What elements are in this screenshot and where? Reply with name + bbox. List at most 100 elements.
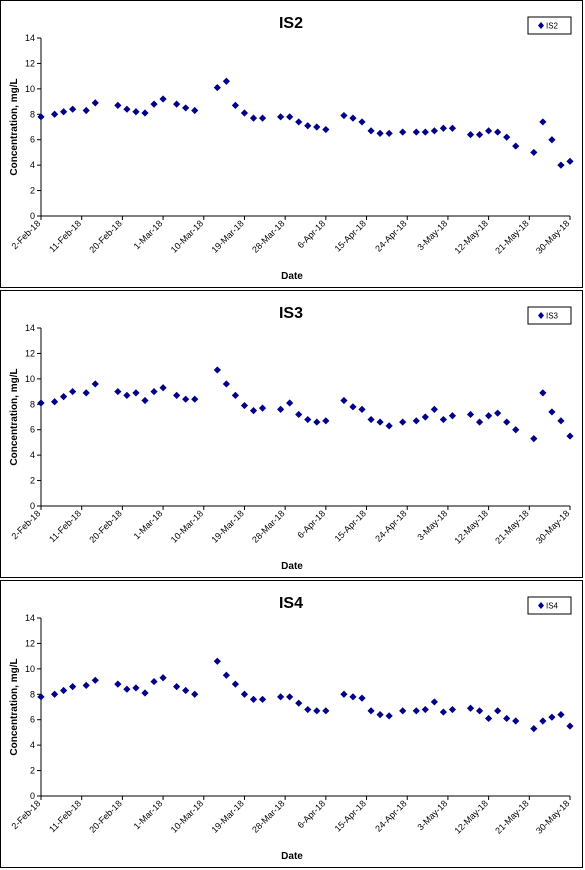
- data-point: [340, 690, 348, 698]
- data-point: [439, 415, 448, 424]
- data-point: [82, 106, 90, 115]
- x-tick-label: 3-May-18: [415, 798, 449, 832]
- data-point: [114, 387, 122, 396]
- legend-marker: [538, 22, 544, 29]
- y-tick-label: 10: [25, 664, 35, 674]
- data-point: [385, 712, 393, 720]
- data-point: [213, 657, 221, 665]
- data-point: [421, 128, 429, 136]
- y-tick-label: 12: [25, 58, 35, 68]
- x-tick-label: 21-May-18: [493, 508, 530, 545]
- data-point: [322, 125, 330, 134]
- data-point: [358, 118, 366, 126]
- x-tick-label: 11-Feb-18: [47, 798, 83, 834]
- x-tick-label: 10-Mar-18: [169, 508, 205, 544]
- legend-box: [527, 16, 572, 35]
- data-point: [566, 432, 574, 440]
- data-point: [557, 711, 565, 719]
- data-point: [123, 105, 131, 113]
- x-tick-label: 2-Feb-18: [10, 508, 43, 541]
- data-point: [222, 671, 230, 679]
- data-point: [69, 683, 77, 691]
- y-axis-label: Concentration, mg/L: [9, 658, 20, 755]
- data-point: [91, 99, 99, 107]
- x-tick-label: 11-Feb-18: [47, 508, 83, 544]
- data-point: [399, 707, 407, 715]
- data-point: [448, 705, 457, 714]
- y-tick-label: 4: [30, 450, 35, 460]
- x-tick-label: 19-Mar-18: [209, 218, 245, 254]
- data-point: [173, 683, 181, 691]
- data-point: [132, 389, 140, 397]
- data-point: [295, 118, 303, 126]
- x-axis-label: Date: [281, 561, 303, 572]
- legend-box: [527, 306, 572, 325]
- x-tick-label: 19-Mar-18: [209, 798, 245, 834]
- data-point: [191, 106, 199, 115]
- data-point: [182, 686, 190, 695]
- data-point: [277, 405, 285, 413]
- data-point: [249, 407, 258, 415]
- chart-title: IS4: [279, 595, 303, 612]
- y-tick-label: 14: [25, 323, 35, 333]
- data-point: [286, 693, 294, 701]
- x-tick-label: 6-Apr-18: [295, 508, 327, 540]
- data-point: [539, 118, 547, 126]
- y-tick-label: 8: [30, 109, 35, 119]
- data-point: [566, 722, 574, 730]
- data-point: [91, 380, 99, 388]
- y-tick-label: 6: [30, 715, 35, 725]
- x-tick-label: 1-Mar-18: [132, 798, 165, 831]
- data-point: [530, 725, 538, 733]
- data-point: [37, 399, 45, 407]
- x-tick-label: 3-May-18: [415, 508, 449, 542]
- data-point: [376, 129, 384, 137]
- data-point: [512, 426, 520, 434]
- data-point: [494, 707, 502, 715]
- data-point: [503, 418, 511, 426]
- data-point: [566, 157, 574, 165]
- data-point: [304, 415, 312, 424]
- y-tick-label: 0: [30, 791, 35, 801]
- data-point: [530, 148, 538, 157]
- x-tick-label: 2-Feb-18: [10, 798, 43, 831]
- data-point: [367, 127, 375, 135]
- x-tick-label: 10-Mar-18: [169, 218, 205, 254]
- y-tick-label: 8: [30, 689, 35, 699]
- data-point: [60, 108, 68, 116]
- data-point: [412, 707, 420, 715]
- data-point: [159, 674, 167, 682]
- chart-panel-is2: IS2 0 2 4 6 8 10 12 14 2-Feb-18 11-Feb-18 20-Feb-18…: [0, 0, 583, 288]
- data-point: [313, 123, 321, 131]
- data-point: [503, 133, 511, 141]
- x-tick-label: 28-Mar-18: [250, 508, 286, 544]
- data-point: [349, 403, 357, 411]
- chart-svg-is4: IS4 0 2 4 6 8 10 12 14 2-Feb-18 11-Feb-18 20-Feb-18…: [9, 595, 574, 862]
- legend-label: IS3: [546, 312, 559, 321]
- data-point: [466, 410, 475, 419]
- y-tick-label: 2: [30, 186, 35, 196]
- y-tick-label: 14: [25, 613, 35, 623]
- data-point: [503, 714, 511, 723]
- legend-box: [527, 596, 572, 615]
- data-point: [539, 389, 547, 397]
- y-tick-label: 14: [25, 33, 35, 43]
- data-point: [182, 104, 190, 112]
- data-point: [421, 413, 429, 421]
- data-point: [141, 689, 149, 697]
- data-point: [82, 389, 90, 397]
- data-point: [557, 161, 565, 169]
- data-point: [240, 690, 249, 698]
- data-point: [399, 128, 407, 136]
- data-point: [367, 415, 375, 424]
- data-point: [439, 124, 448, 132]
- x-tick-label: 19-Mar-18: [209, 508, 245, 544]
- legend-label: IS2: [546, 22, 559, 31]
- legend-marker: [538, 602, 544, 609]
- x-tick-label: 28-Mar-18: [250, 798, 286, 834]
- x-tick-label: 3-May-18: [415, 218, 449, 252]
- data-point: [466, 704, 475, 712]
- x-tick-label: 15-Apr-18: [333, 218, 368, 253]
- x-axis-label: Date: [281, 851, 303, 862]
- data-point: [249, 695, 258, 703]
